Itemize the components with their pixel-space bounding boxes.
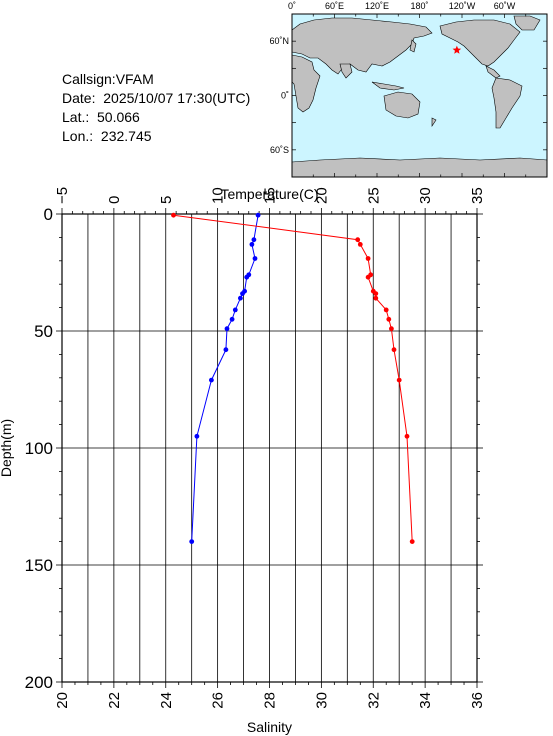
salinity-data-point	[404, 433, 410, 439]
salinity-data-point	[391, 347, 397, 353]
salinity-data-point	[365, 274, 371, 280]
salinity-data-point	[357, 242, 363, 247]
temperature-tick-label: 25	[365, 187, 382, 204]
land-australia	[383, 91, 421, 119]
salinity-tick-label: 34	[417, 692, 434, 709]
temperature-tick-label: 20	[313, 187, 330, 204]
temperature-tick-labels: −5 0 5 10 15 20 25 30 35	[54, 187, 486, 204]
salinity-data-point	[386, 316, 392, 322]
map-land	[291, 15, 548, 178]
temperature-tick-label: 30	[417, 187, 434, 204]
salinity-tick-label: 24	[158, 692, 175, 709]
temperature-tick-label: 35	[469, 187, 486, 204]
map-lon-label: 0˚	[288, 1, 296, 11]
land-india	[339, 63, 353, 79]
temperature-data-point	[229, 316, 235, 322]
land-new-zealand	[431, 117, 437, 127]
salinity-tick-label: 22	[106, 692, 123, 709]
temperature-data-point	[244, 274, 250, 280]
salinity-tick-label: 26	[210, 692, 227, 709]
station-marker	[452, 45, 462, 54]
land-eurasia	[291, 17, 433, 75]
salinity-data-point	[365, 256, 371, 261]
salinity-tick-labels: 20 22 24 26 28 30 32 34 36	[54, 692, 486, 709]
salinity-data-point	[409, 539, 415, 544]
temperature-data-point	[240, 291, 245, 296]
series-layer	[171, 212, 415, 544]
map-latitude-labels: 60˚N 0˚ 60˚S	[269, 36, 289, 155]
salinity-data-point	[373, 295, 379, 301]
axis-ticks	[56, 208, 483, 688]
salinity-data-point	[171, 212, 176, 218]
temperature-data-point	[223, 347, 229, 353]
temperature-data-point	[194, 433, 200, 439]
salinity-profile-line	[173, 214, 413, 542]
salinity-tick-label: 20	[54, 692, 71, 709]
temperature-data-point	[249, 242, 255, 247]
map-lon-label: 120˚W	[449, 1, 476, 11]
depth-tick-label: 0	[44, 205, 53, 224]
salinity-data-point	[355, 237, 361, 243]
salinity-axis-label: Salinity	[247, 719, 292, 735]
temperature-tick-label: −5	[54, 187, 71, 204]
temperature-tick-label: 0	[106, 196, 123, 204]
temperature-profile-line	[191, 215, 259, 542]
map-lat-label: 60˚S	[270, 145, 289, 155]
callsign-text: Callsign:VFAM	[62, 71, 154, 87]
salinity-data-point	[383, 307, 389, 313]
salinity-tick-label: 28	[262, 692, 279, 709]
station-info: Callsign:VFAM Date: 2025/10/07 17:30(UTC…	[62, 70, 250, 146]
salinity-tick-label: 36	[469, 692, 486, 709]
temperature-tick-label: 10	[210, 187, 227, 204]
depth-tick-labels: 0 50 100 150 200	[25, 205, 53, 692]
land-indonesia	[371, 81, 405, 91]
depth-tick-label: 150	[25, 556, 53, 575]
station-star-icon	[452, 45, 462, 54]
temperature-data-point	[232, 307, 238, 313]
temperature-data-point	[189, 539, 195, 544]
temperature-tick-label: 15	[262, 187, 279, 204]
map-lat-label: 60˚N	[269, 36, 289, 46]
world-map: 0˚ 60˚E 120˚E 180˚ 120˚W 60˚W 60˚N 0˚ 60˚S	[269, 1, 548, 178]
depth-tick-label: 100	[25, 439, 53, 458]
map-ticks	[291, 13, 548, 178]
depth-tick-label: 200	[25, 673, 53, 692]
land-north-america	[439, 19, 521, 67]
land-greenland	[513, 15, 541, 31]
temperature-data-point	[238, 295, 243, 301]
temperature-tick-label: 5	[158, 196, 175, 204]
map-lon-label: 180˚	[410, 1, 428, 11]
salinity-data-point	[389, 326, 394, 332]
land-south-america	[491, 77, 523, 129]
map-longitude-labels: 0˚ 60˚E 120˚E 180˚ 120˚W 60˚W	[288, 1, 516, 11]
temperature-data-point	[224, 326, 230, 332]
map-lon-label: 60˚E	[325, 1, 344, 11]
land-africa	[291, 54, 321, 113]
depth-axis-label: Depth(m)	[0, 419, 14, 477]
map-lon-label: 120˚E	[365, 1, 389, 11]
land-japan	[409, 39, 417, 53]
temperature-data-point	[255, 212, 261, 218]
salinity-tick-label: 30	[313, 692, 330, 709]
date-text: Date: 2025/10/07 17:30(UTC)	[62, 90, 251, 106]
temperature-axis-label: Temperature(C)	[220, 186, 318, 202]
map-lat-label: 0˚	[281, 91, 289, 101]
map-lon-label: 60˚W	[494, 1, 516, 11]
temperature-data-point	[209, 377, 214, 383]
salinity-tick-label: 32	[365, 692, 382, 709]
temperature-data-point	[251, 237, 257, 243]
salinity-data-point	[373, 291, 379, 296]
depth-tick-label: 50	[34, 322, 53, 341]
latitude-text: Lat.: 50.066	[62, 109, 140, 125]
longitude-text: Lon.: 232.745	[62, 128, 152, 144]
chart-grid	[61, 214, 478, 682]
land-central-america	[485, 65, 501, 79]
temperature-data-point	[252, 256, 258, 261]
salinity-data-point	[396, 377, 402, 383]
